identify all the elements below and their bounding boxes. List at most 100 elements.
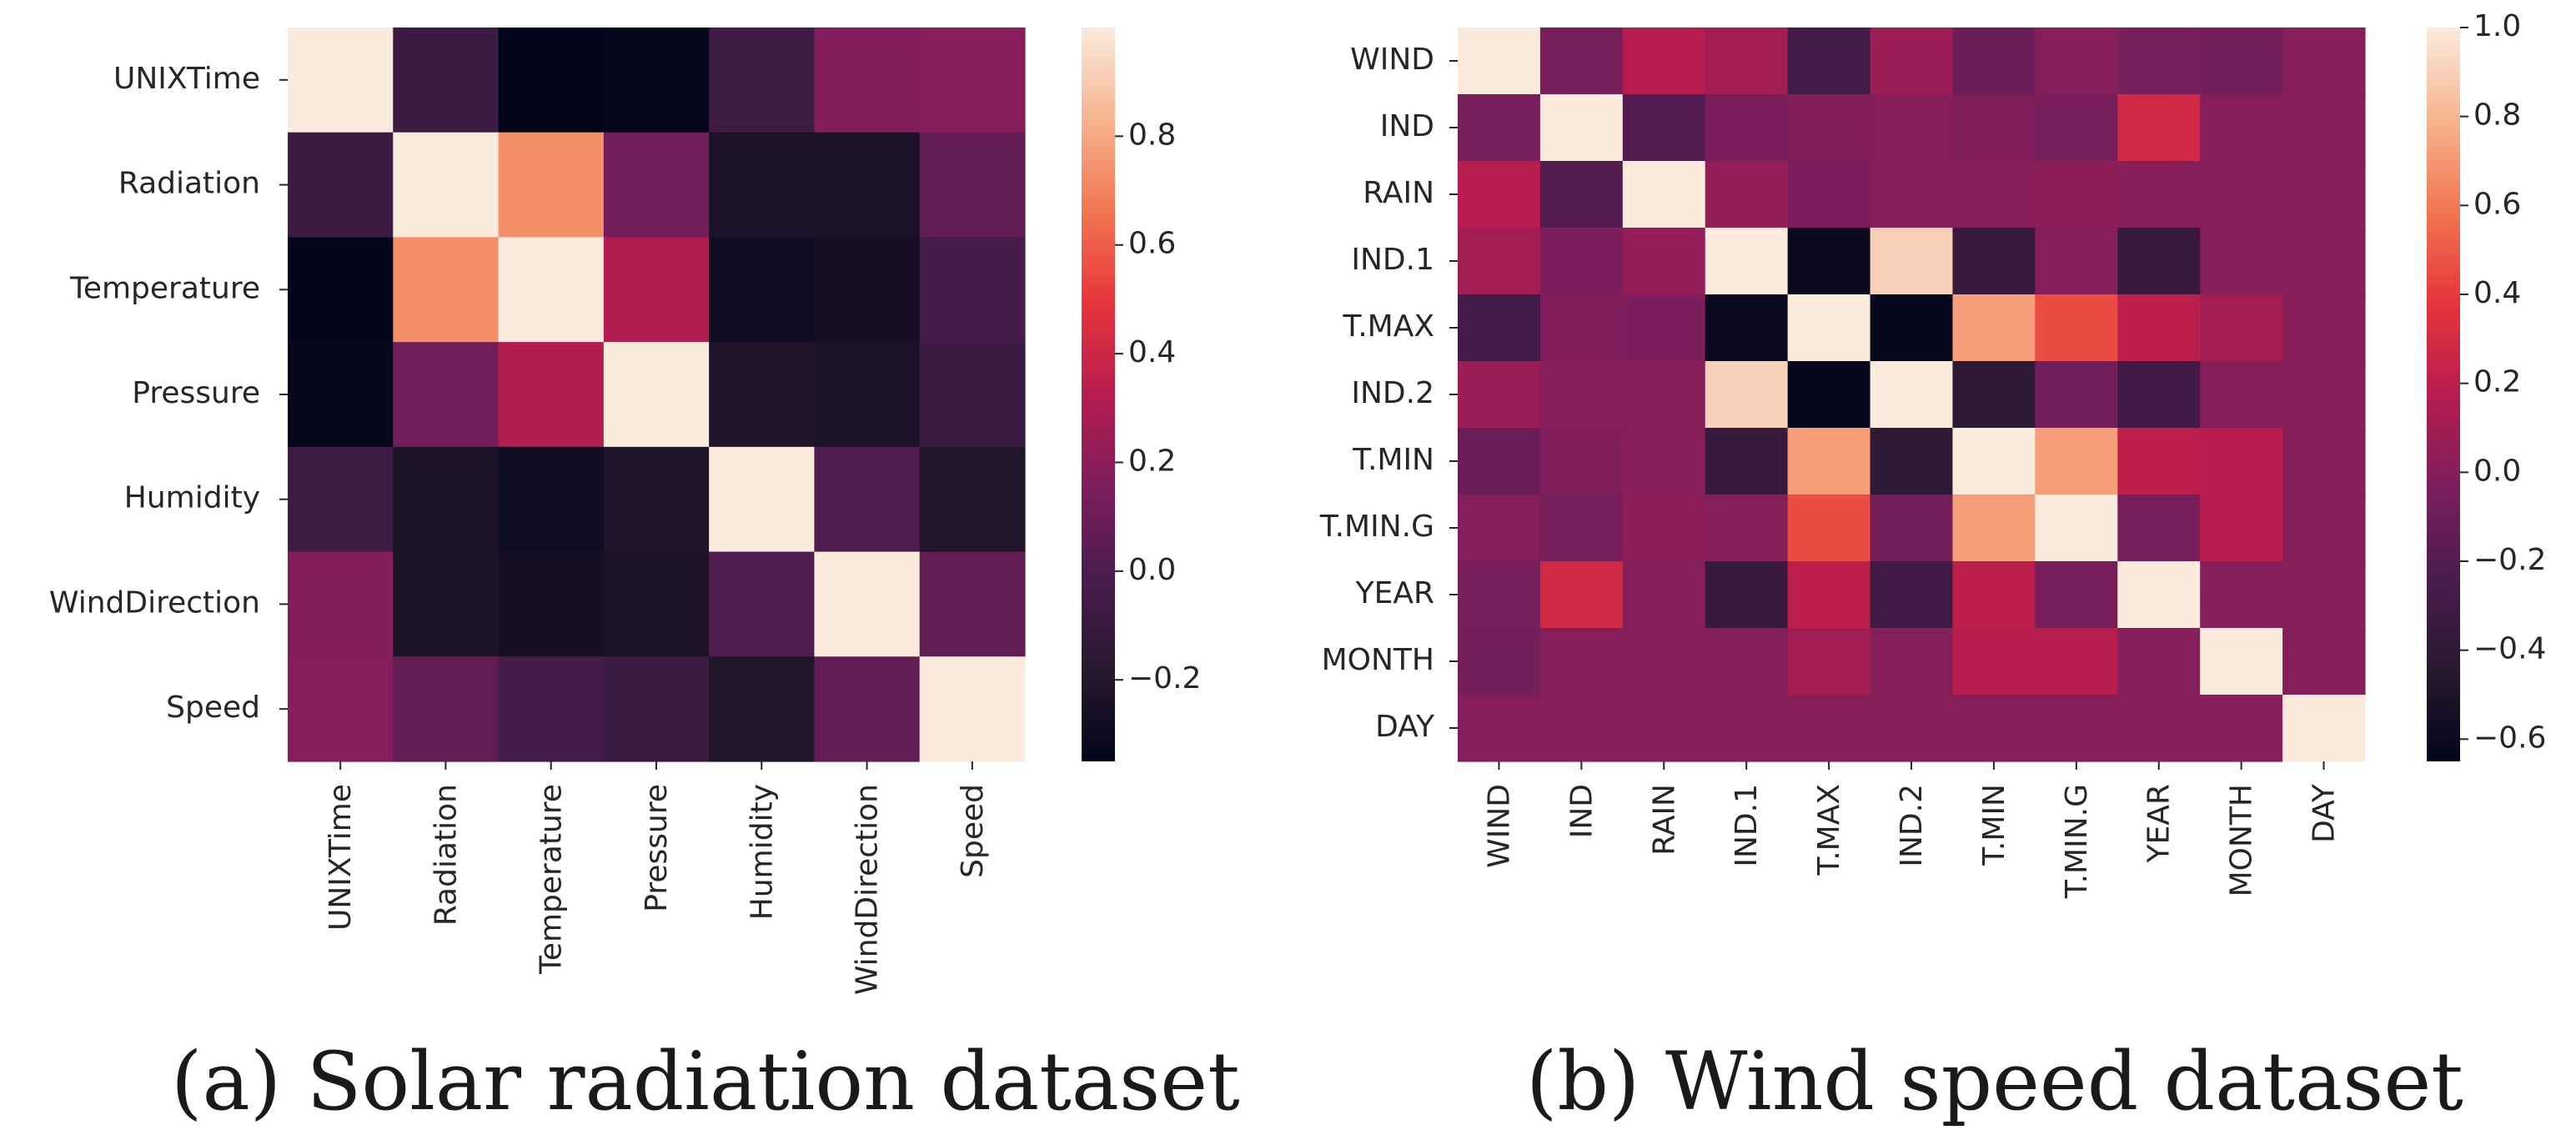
heatmap-cell-b-7-10	[2282, 495, 2366, 562]
colorbar-tick-label-b-4: 0.2	[2473, 365, 2521, 399]
col-label-a-5: WindDirection	[851, 784, 885, 995]
heatmap-cell-a-1-2	[498, 132, 605, 239]
heatmap-cell-a-6-2	[498, 656, 605, 762]
col-label-a-3: Pressure	[640, 784, 674, 912]
heatmap-cell-a-4-0	[288, 446, 394, 553]
col-label-b-1: IND	[1564, 784, 1599, 838]
heatmap-cell-b-3-8	[2117, 228, 2201, 295]
heatmap-cell-b-7-2	[1622, 495, 1706, 562]
heatmap-cell-b-9-9	[2200, 628, 2283, 696]
heatmap-cell-a-1-0	[288, 132, 394, 239]
col-label-b-2: RAIN	[1647, 784, 1681, 856]
heatmap-cell-a-0-2	[498, 28, 605, 133]
heatmap-cell-b-5-10	[2282, 361, 2366, 429]
heatmap-cell-b-8-4	[1787, 561, 1871, 629]
heatmap-cell-a-5-3	[603, 551, 710, 657]
col-label-a-6: Speed	[956, 784, 990, 878]
heatmap-cell-a-3-3	[603, 342, 710, 448]
row-label-a-3: Pressure	[132, 376, 260, 410]
heatmap-cell-b-10-6	[1952, 695, 2036, 762]
row-label-b-0: WIND	[1350, 43, 1434, 77]
heatmap-cell-a-6-5	[814, 656, 921, 762]
col-label-a-2: Temperature	[535, 784, 569, 975]
colorbar-tick-label-b-8: −0.6	[2473, 721, 2546, 755]
heatmap-cell-b-4-3	[1705, 294, 1789, 362]
col-label-b-8: YEAR	[2142, 784, 2177, 863]
heatmap-cell-b-9-4	[1787, 628, 1871, 696]
heatmap-cell-b-6-8	[2117, 428, 2201, 495]
heatmap-cell-b-1-9	[2200, 94, 2283, 162]
col-label-b-6: T.MIN	[1977, 784, 2011, 866]
row-label-b-8: YEAR	[1355, 576, 1434, 610]
heatmap-cell-b-4-0	[1458, 294, 1541, 362]
heatmap-cell-b-2-8	[2117, 161, 2201, 229]
heatmap-cell-a-5-4	[709, 551, 816, 657]
heatmap-cell-b-2-3	[1705, 161, 1789, 229]
row-labels-b: WIND IND RAIN IND.1 T.MAX IND.2 T.MIN T.MIN.G YE…	[1319, 43, 1458, 744]
heatmap-cell-b-0-1	[1539, 28, 1624, 95]
col-label-b-10: DAY	[2307, 783, 2342, 843]
heatmap-cell-a-1-1	[393, 132, 500, 239]
heatmap-cell-a-6-1	[393, 656, 500, 762]
colorbar-tick-label-a-0: 0.8	[1128, 118, 1176, 152]
heatmap-cell-b-9-2	[1622, 628, 1706, 696]
colorbar-b: 1.0 0.8 0.6 0.4 0.2 0.0 −0.2 −0.4 −0.6	[2427, 9, 2546, 761]
heatmap-cell-b-7-8	[2117, 495, 2201, 562]
heatmap-cell-b-1-5	[1870, 94, 1954, 162]
column-labels-b: WIND IND RAIN IND.1 T.MAX IND.2 T.MIN T.MIN.G YE…	[1482, 761, 2342, 899]
heatmap-cell-b-8-3	[1705, 561, 1789, 629]
heatmap-cell-a-1-4	[709, 132, 816, 239]
heatmap-cell-a-4-1	[393, 446, 500, 553]
heatmap-cell-a-5-6	[919, 551, 1026, 657]
row-label-a-4: Humidity	[124, 481, 260, 515]
heatmap-cell-b-2-5	[1870, 161, 1954, 229]
heatmap-cell-a-2-2	[498, 237, 605, 343]
heatmap-cell-b-8-7	[2035, 561, 2118, 629]
heatmap-cell-b-3-4	[1787, 228, 1871, 295]
heatmap-cell-b-4-5	[1870, 294, 1954, 362]
heatmap-cell-b-4-8	[2117, 294, 2201, 362]
heatmap-cell-a-5-0	[288, 551, 394, 657]
row-label-b-4: T.MAX	[1342, 309, 1434, 344]
colorbar-tick-label-b-0: 1.0	[2473, 9, 2521, 43]
heatmap-cell-b-4-7	[2035, 294, 2118, 362]
heatmap-cell-b-7-9	[2200, 495, 2283, 562]
heatmap-cell-b-6-2	[1622, 428, 1706, 495]
heatmap-cell-b-9-5	[1870, 628, 1954, 696]
heatmap-cell-b-8-6	[1952, 561, 2036, 629]
heatmap-cell-b-2-10	[2282, 161, 2366, 229]
heatmap-cell-b-7-4	[1787, 495, 1871, 562]
heatmap-cell-b-5-2	[1622, 361, 1706, 429]
heatmap-cell-b-3-1	[1539, 228, 1624, 295]
heatmap-cell-a-2-5	[814, 237, 921, 343]
heatmap-cell-b-5-9	[2200, 361, 2283, 429]
heatmap-cell-b-6-0	[1458, 428, 1541, 495]
heatmap-cell-b-5-1	[1539, 361, 1624, 429]
heatmap-cell-b-8-1	[1539, 561, 1624, 629]
heatmap-cell-a-2-6	[919, 237, 1026, 343]
colorbar-tick-label-a-1: 0.6	[1128, 227, 1176, 261]
row-label-b-5: IND.2	[1351, 376, 1434, 410]
heatmap-cell-b-1-2	[1622, 94, 1706, 162]
heatmap-cell-a-6-6	[919, 656, 1026, 762]
heatmap-cell-b-0-2	[1622, 28, 1706, 95]
heatmap-cell-b-8-0	[1458, 561, 1541, 629]
heatmap-cell-b-4-10	[2282, 294, 2366, 362]
row-label-a-6: Speed	[166, 691, 260, 725]
heatmap-cell-b-5-3	[1705, 361, 1789, 429]
heatmap-cell-b-4-4	[1787, 294, 1871, 362]
heatmap-cell-a-1-3	[603, 132, 710, 239]
heatmap-cell-b-7-1	[1539, 495, 1624, 562]
colorbar-tick-label-a-4: 0.0	[1128, 553, 1176, 587]
heatmap-cell-b-2-7	[2035, 161, 2118, 229]
heatmap-cell-a-3-2	[498, 342, 605, 448]
heatmap-cell-b-1-8	[2117, 94, 2201, 162]
colorbar-tick-label-b-3: 0.4	[2473, 276, 2521, 310]
heatmap-cell-b-5-8	[2117, 361, 2201, 429]
heatmap-cell-a-0-5	[814, 28, 921, 133]
heatmap-cell-b-6-7	[2035, 428, 2118, 495]
heatmap-cell-b-0-5	[1870, 28, 1954, 95]
colorbar-tick-label-a-3: 0.2	[1128, 444, 1176, 478]
row-label-b-9: MONTH	[1322, 643, 1434, 677]
colorbar-tick-label-a-5: −0.2	[1128, 661, 1201, 696]
